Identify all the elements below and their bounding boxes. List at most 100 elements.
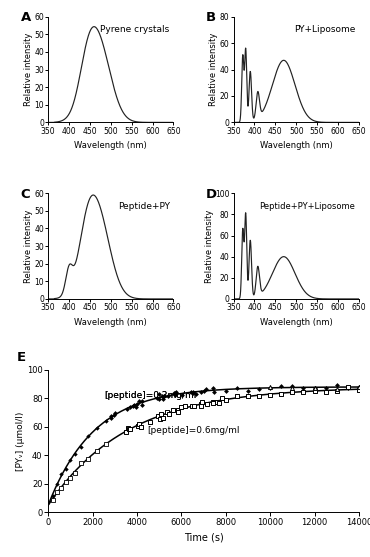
Point bbox=[245, 392, 251, 401]
Point bbox=[223, 395, 229, 404]
Point bbox=[137, 397, 142, 405]
Point bbox=[78, 442, 84, 451]
Point bbox=[211, 398, 216, 407]
Text: [peptide]=0.6mg/ml: [peptide]=0.6mg/ml bbox=[148, 426, 240, 434]
Point bbox=[256, 384, 262, 393]
Point bbox=[67, 473, 73, 482]
Y-axis label: [PYᵥ] (μmol/l): [PYᵥ] (μmol/l) bbox=[16, 412, 26, 471]
Point bbox=[188, 388, 194, 397]
Point bbox=[278, 389, 284, 398]
Point bbox=[356, 383, 362, 392]
Text: Pyrene crystals: Pyrene crystals bbox=[100, 25, 170, 34]
Point bbox=[58, 483, 64, 492]
Point bbox=[210, 397, 216, 406]
Point bbox=[147, 417, 153, 426]
Point bbox=[125, 424, 131, 433]
Point bbox=[160, 394, 166, 403]
Point bbox=[72, 449, 78, 458]
Text: A: A bbox=[20, 12, 31, 25]
Point bbox=[126, 425, 132, 434]
Point bbox=[289, 388, 295, 397]
Point bbox=[179, 390, 185, 399]
Point bbox=[191, 402, 197, 411]
Point bbox=[278, 382, 284, 390]
Point bbox=[267, 383, 273, 392]
Point bbox=[85, 455, 91, 463]
Point bbox=[123, 428, 129, 437]
Point bbox=[135, 422, 141, 431]
Point bbox=[198, 400, 204, 409]
Y-axis label: Relative intensity: Relative intensity bbox=[209, 33, 218, 106]
Point bbox=[256, 392, 262, 400]
Point bbox=[203, 385, 209, 394]
Point bbox=[134, 400, 140, 409]
Point bbox=[175, 408, 181, 417]
Point bbox=[127, 424, 132, 433]
Point bbox=[289, 383, 295, 392]
Point bbox=[137, 420, 142, 429]
Point bbox=[103, 416, 109, 425]
Point bbox=[312, 383, 317, 392]
Text: E: E bbox=[17, 351, 26, 364]
Point bbox=[191, 387, 196, 396]
Point bbox=[164, 408, 170, 417]
X-axis label: Wavelength (nm): Wavelength (nm) bbox=[74, 141, 147, 150]
X-axis label: Wavelength (nm): Wavelength (nm) bbox=[260, 141, 333, 150]
Text: PY+Liposome: PY+Liposome bbox=[294, 25, 355, 34]
Point bbox=[156, 390, 162, 399]
Point bbox=[169, 405, 175, 414]
Point bbox=[204, 399, 210, 408]
X-axis label: Wavelength (nm): Wavelength (nm) bbox=[260, 317, 333, 326]
Point bbox=[94, 424, 100, 433]
Point bbox=[245, 387, 251, 395]
Point bbox=[189, 402, 195, 411]
Point bbox=[58, 470, 64, 478]
Point bbox=[267, 384, 273, 393]
Point bbox=[108, 411, 114, 420]
Point bbox=[190, 388, 196, 397]
Point bbox=[173, 388, 179, 397]
Point bbox=[323, 388, 329, 397]
Point bbox=[63, 465, 69, 473]
Point bbox=[234, 392, 240, 401]
Point bbox=[356, 383, 362, 392]
Point bbox=[54, 488, 60, 497]
Text: B: B bbox=[206, 12, 216, 25]
Point bbox=[334, 384, 340, 393]
Text: Peptide+PY+Liposome: Peptide+PY+Liposome bbox=[259, 202, 355, 211]
Point bbox=[157, 415, 163, 424]
Point bbox=[175, 405, 181, 414]
Text: Peptide+PY: Peptide+PY bbox=[118, 202, 170, 211]
Point bbox=[213, 398, 219, 407]
Point bbox=[356, 385, 362, 394]
Point bbox=[138, 423, 144, 432]
Point bbox=[130, 401, 136, 410]
Point bbox=[172, 390, 178, 399]
Point bbox=[198, 388, 204, 397]
X-axis label: Time (s): Time (s) bbox=[184, 532, 223, 543]
Point bbox=[158, 409, 164, 418]
Point bbox=[103, 439, 109, 448]
Point bbox=[289, 382, 295, 391]
Point bbox=[139, 400, 145, 409]
Point bbox=[171, 389, 177, 398]
Point bbox=[154, 394, 160, 403]
Y-axis label: Relative intensity: Relative intensity bbox=[24, 209, 33, 283]
Point bbox=[67, 456, 73, 465]
Point bbox=[223, 386, 229, 395]
Point bbox=[199, 398, 205, 407]
Point bbox=[345, 383, 351, 392]
Point bbox=[234, 383, 240, 392]
Point bbox=[108, 414, 114, 423]
Point bbox=[312, 383, 317, 392]
Point bbox=[50, 495, 56, 504]
Point bbox=[63, 477, 69, 486]
Point bbox=[139, 397, 145, 405]
Point bbox=[124, 405, 130, 414]
Point bbox=[72, 468, 78, 477]
Point bbox=[112, 409, 118, 418]
Point bbox=[50, 491, 56, 500]
Y-axis label: Relative intensity: Relative intensity bbox=[24, 33, 33, 106]
Text: [peptide]=0.2mg/ml: [peptide]=0.2mg/ml bbox=[104, 391, 196, 400]
Point bbox=[165, 392, 171, 400]
